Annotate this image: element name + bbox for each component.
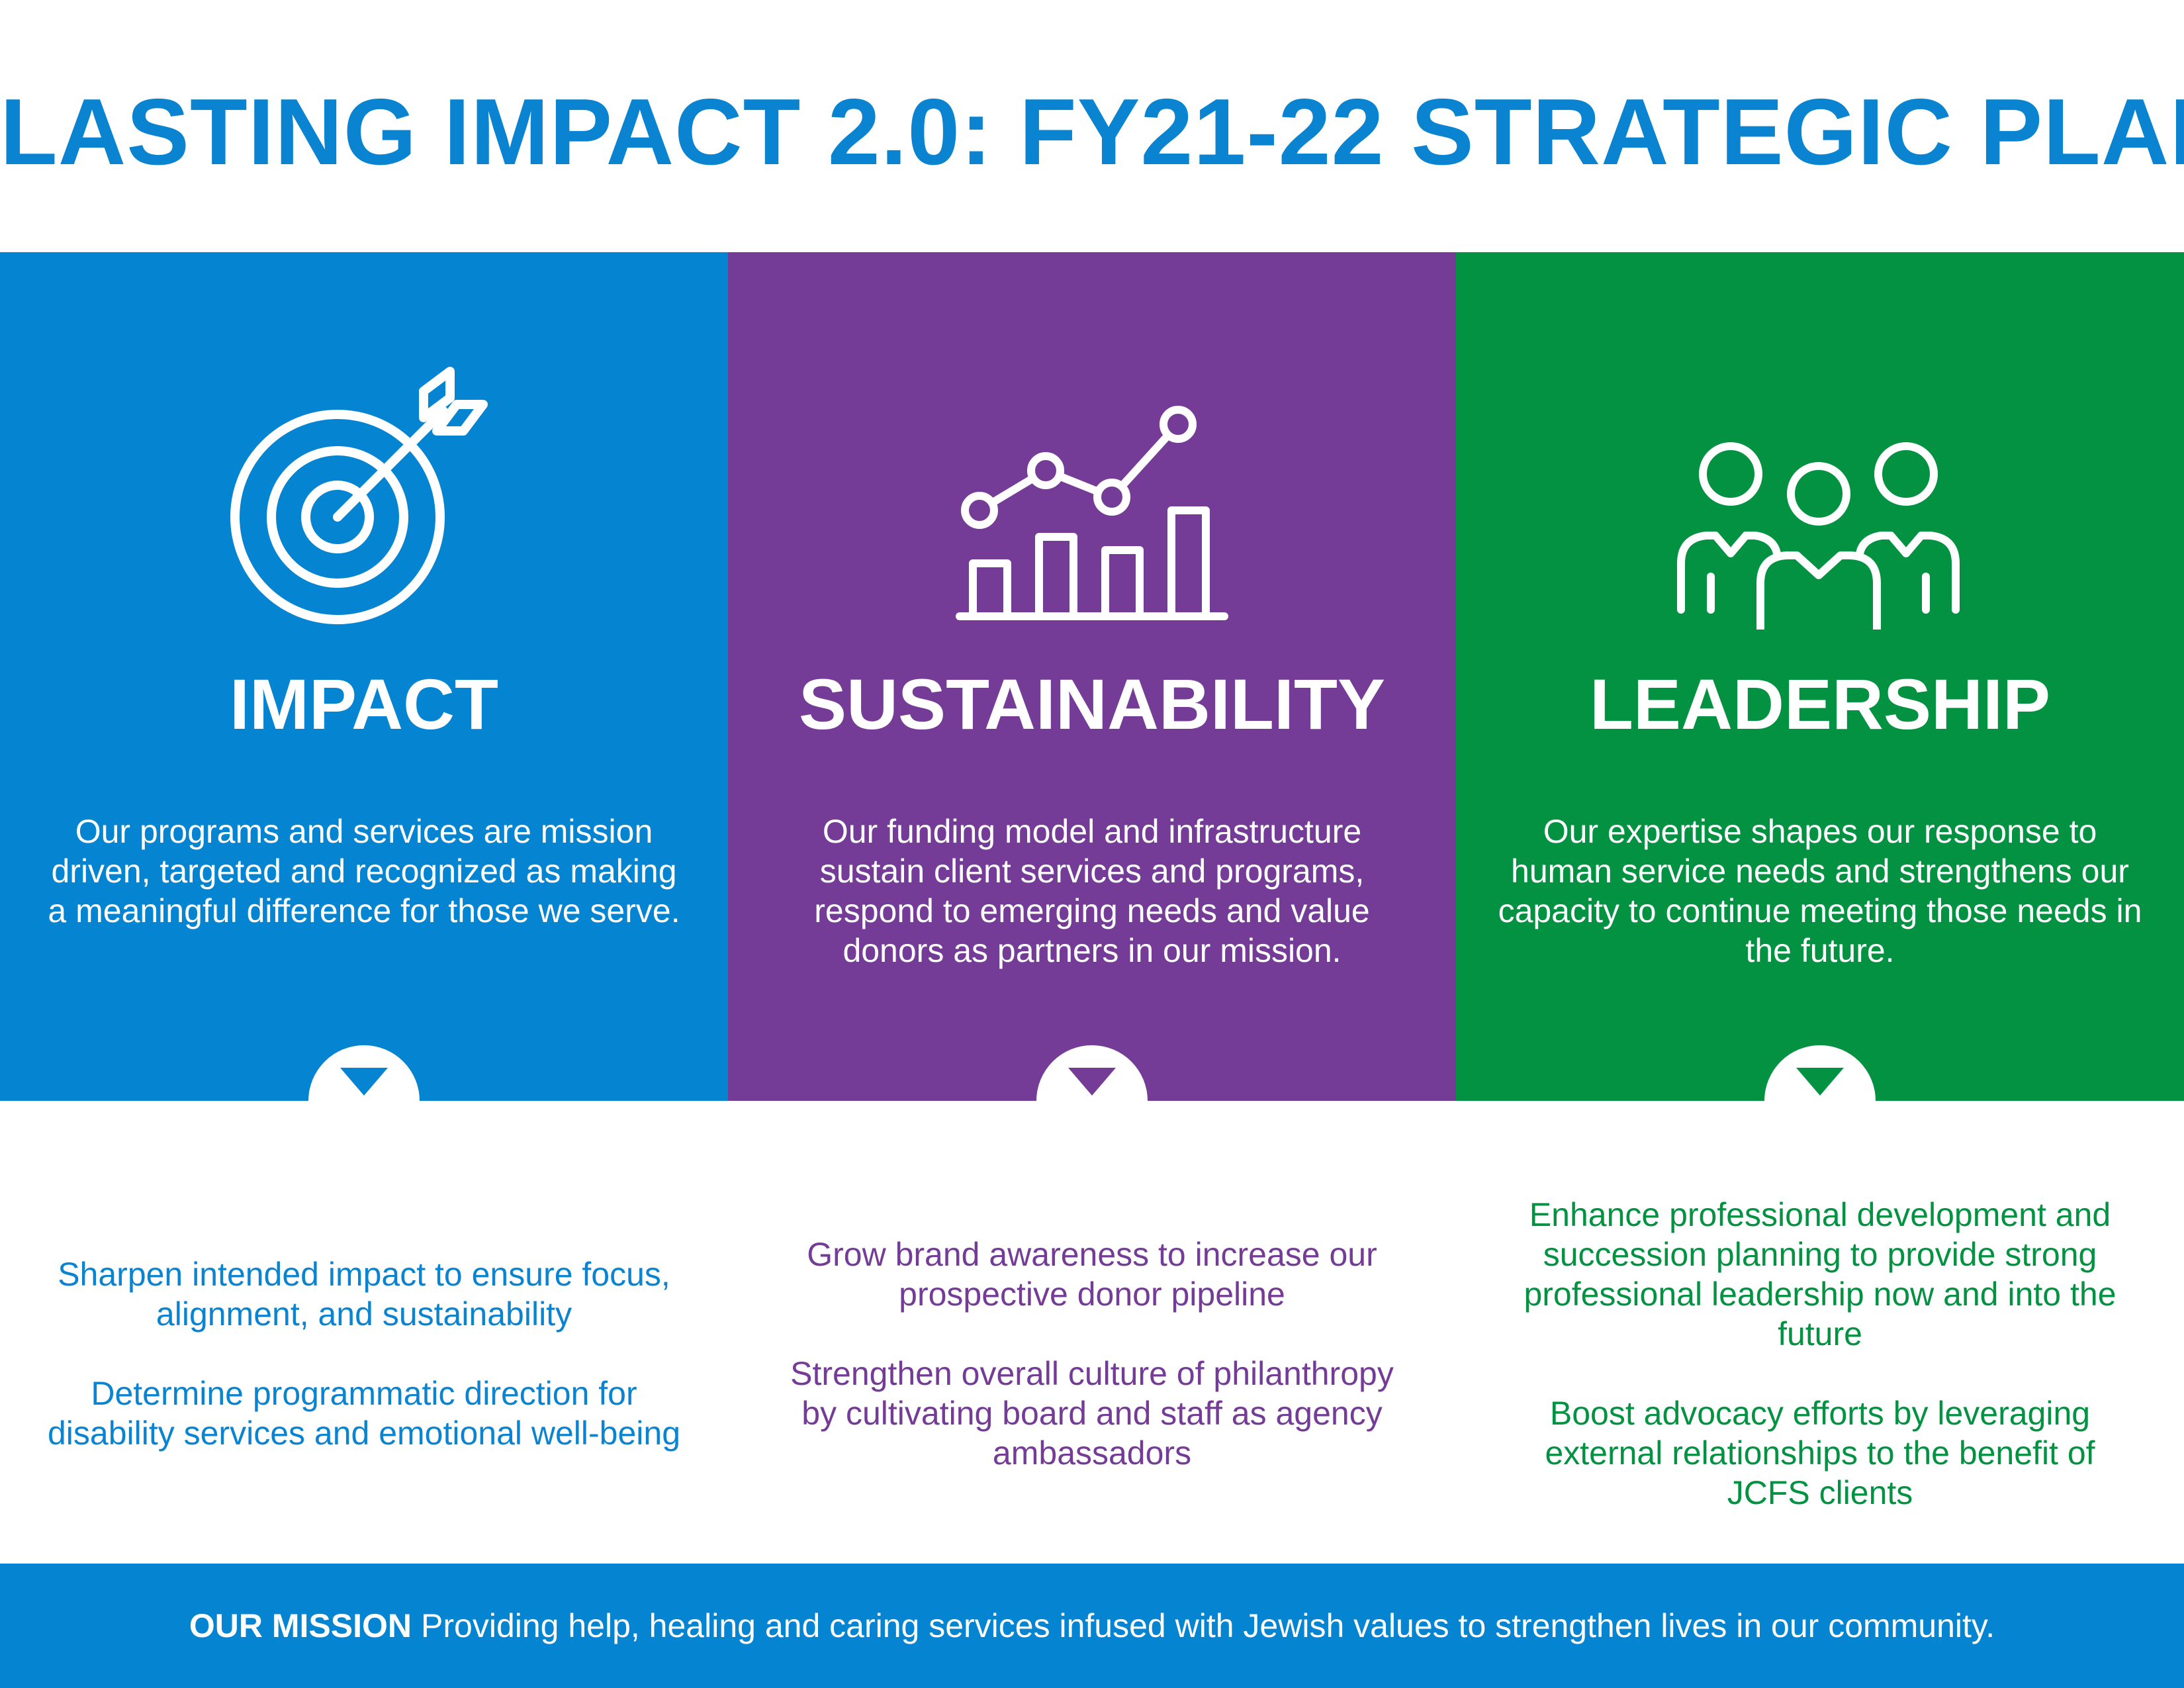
goal-item: Determine programmatic direction for dis… (47, 1375, 681, 1452)
leadership-description: Our expertise shapes our response to hum… (1498, 813, 2142, 969)
page-title: LASTING IMPACT 2.0: FY21-22 STRATEGIC PL… (0, 79, 2184, 185)
goal-item: Enhance professional development and suc… (1524, 1196, 2116, 1352)
leadership-panel: LEADERSHIP Our expertise shapes our resp… (1456, 252, 2184, 1101)
sustainability-description: Our funding model and infrastructure sus… (814, 813, 1370, 969)
team-people-icon (1668, 365, 1972, 640)
target-arrow-icon (225, 365, 503, 633)
impact-pointer (308, 1045, 420, 1101)
sustainability-goals: Grow brand awareness to increase our pro… (728, 1165, 1456, 1542)
leadership-heading: LEADERSHIP (1589, 664, 2051, 744)
mission-footer: OUR MISSION Providing help, healing and … (0, 1564, 2184, 1688)
sustainability-heading: SUSTAINABILITY (799, 664, 1385, 744)
goal-item: Sharpen intended impact to ensure focus,… (58, 1256, 670, 1333)
down-triangle-icon (1068, 1068, 1116, 1096)
mission-label: OUR MISSION (189, 1607, 412, 1644)
goal-item: Strengthen overall culture of philanthro… (790, 1355, 1394, 1472)
impact-panel: IMPACT Our programs and services are mis… (0, 252, 728, 1101)
sustainability-panel: SUSTAINABILITY Our funding model and inf… (728, 252, 1456, 1101)
mission-text: Providing help, healing and caring servi… (421, 1607, 1995, 1644)
leadership-goals: Enhance professional development and suc… (1456, 1165, 2184, 1542)
goal-item: Boost advocacy efforts by leveraging ext… (1545, 1395, 2095, 1511)
impact-goals: Sharpen intended impact to ensure focus,… (0, 1165, 728, 1542)
impact-description: Our programs and services are mission dr… (48, 813, 680, 929)
sustainability-pointer (1036, 1045, 1148, 1101)
goal-item: Grow brand awareness to increase our pro… (807, 1236, 1377, 1313)
down-triangle-icon (1796, 1068, 1844, 1096)
down-triangle-icon (340, 1068, 388, 1096)
growth-chart-icon (946, 365, 1238, 633)
leadership-pointer (1764, 1045, 1876, 1101)
impact-heading: IMPACT (230, 664, 498, 744)
